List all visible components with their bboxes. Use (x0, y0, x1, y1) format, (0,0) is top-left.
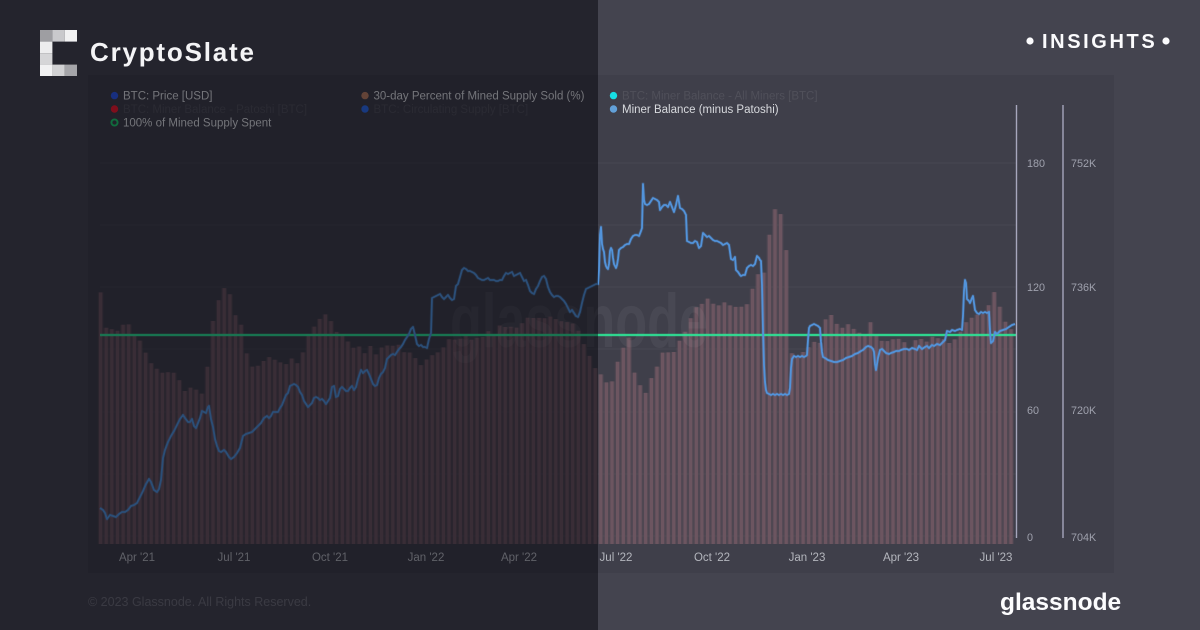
svg-text:Oct '22: Oct '22 (694, 552, 730, 564)
svg-text:© 2023 Glassnode. All Rights R: © 2023 Glassnode. All Rights Reserved. (88, 595, 311, 609)
svg-text:0: 0 (1027, 532, 1033, 544)
svg-text:BTC: Miner Balance - Patoshi [: BTC: Miner Balance - Patoshi [BTC] (123, 104, 307, 116)
svg-text:glassnode: glassnode (1000, 589, 1121, 616)
svg-text:BTC: Circulating Supply [BTC]: BTC: Circulating Supply [BTC] (374, 104, 529, 116)
svg-text:Apr '22: Apr '22 (501, 552, 537, 564)
svg-text:Jul '23: Jul '23 (980, 552, 1013, 564)
svg-text:Jan '23: Jan '23 (789, 552, 826, 564)
svg-text:Apr '21: Apr '21 (119, 552, 155, 564)
svg-text:100% of Mined Supply Spent: 100% of Mined Supply Spent (123, 117, 272, 129)
svg-text:Apr '23: Apr '23 (883, 552, 919, 564)
svg-text:120: 120 (1027, 282, 1045, 294)
svg-text:BTC: Miner Balance - All Miner: BTC: Miner Balance - All Miners [BTC] (622, 91, 818, 103)
svg-text:CryptoSlate: CryptoSlate (90, 37, 256, 67)
svg-text:BTC: Price [USD]: BTC: Price [USD] (123, 91, 212, 103)
svg-text:30-day Percent of Mined Supply: 30-day Percent of Mined Supply Sold (%) (374, 91, 585, 103)
svg-text:Jan '22: Jan '22 (408, 552, 445, 564)
svg-text:704K: 704K (1071, 532, 1097, 544)
svg-text:180: 180 (1027, 158, 1045, 170)
svg-text:736K: 736K (1071, 282, 1097, 294)
svg-text:glassnode: glassnode (450, 279, 708, 364)
svg-text:Jul '22: Jul '22 (600, 552, 633, 564)
svg-text:INSIGHTS: INSIGHTS (1042, 31, 1157, 53)
svg-text:720K: 720K (1071, 405, 1097, 417)
svg-text:Miner Balance (minus Patoshi): Miner Balance (minus Patoshi) (622, 104, 779, 116)
svg-text:Jul '21: Jul '21 (218, 552, 251, 564)
svg-text:60: 60 (1027, 405, 1039, 417)
svg-text:752K: 752K (1071, 158, 1097, 170)
svg-text:Oct '21: Oct '21 (312, 552, 348, 564)
